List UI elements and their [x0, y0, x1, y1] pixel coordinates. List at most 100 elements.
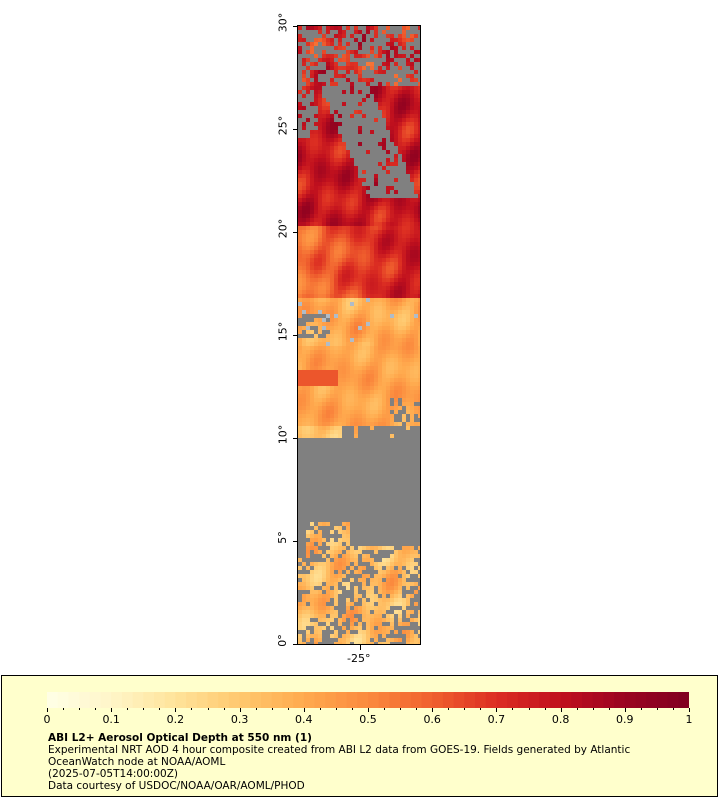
legend-credit: Data courtesy of USDOC/NOAA/OAR/AOML/PHO…: [48, 780, 305, 792]
lat-tick: [293, 541, 297, 542]
colorbar-minor-tick: [319, 708, 321, 710]
colorbar-segment: [432, 692, 444, 708]
colorbar-segment: [667, 692, 679, 708]
colorbar-segment: [624, 692, 637, 708]
colorbar-segment: [218, 692, 230, 708]
lat-label-30: 30°: [276, 12, 290, 33]
colorbar-segment: [635, 692, 647, 708]
aod-map-raster: [298, 26, 420, 644]
colorbar-segment: [549, 692, 562, 708]
colorbar-segment: [410, 692, 423, 708]
colorbar-segment: [239, 692, 251, 708]
legend-timestamp: (2025-07-05T14:00:00Z): [48, 768, 178, 780]
colorbar-segment: [368, 692, 380, 708]
colorbar-minor-tick: [335, 708, 337, 710]
lat-tick: [293, 26, 297, 27]
colorbar-segment: [132, 692, 144, 708]
colorbar-minor-tick: [416, 708, 418, 710]
colorbar-segment: [614, 692, 626, 708]
colorbar-segment: [507, 692, 519, 708]
colorbar-segment: [475, 692, 487, 708]
colorbar-major-tick: [47, 708, 48, 712]
colorbar-segment: [121, 692, 134, 708]
colorbar-minor-tick: [528, 708, 530, 710]
colorbar-minor-tick: [400, 708, 402, 710]
colorbar-major-tick: [303, 708, 305, 712]
colorbar-segment: [646, 692, 658, 708]
colorbar-segment: [656, 692, 669, 708]
colorbar-segment: [164, 692, 176, 708]
colorbar-minor-tick: [384, 708, 386, 710]
colorbar-segment: [47, 692, 59, 708]
colorbar-minor-tick: [351, 708, 353, 710]
colorbar-tick-label: 0: [43, 713, 51, 726]
colorbar-segment: [528, 692, 540, 708]
colorbar-segment: [571, 692, 583, 708]
colorbar-segment: [154, 692, 166, 708]
colorbar-segment: [79, 692, 91, 708]
colorbar-major-tick: [624, 708, 626, 712]
colorbar-minor-tick: [592, 708, 594, 710]
colorbar-segment: [303, 692, 316, 708]
colorbar-minor-tick: [480, 708, 482, 710]
colorbar-tick-label: 0.6: [423, 713, 441, 726]
colorbar-tick-label: 0.9: [616, 713, 634, 726]
lat-label-25: 25°: [276, 115, 290, 136]
colorbar-minor-tick: [127, 708, 129, 710]
lon-tick: [360, 645, 361, 650]
colorbar-segment: [100, 692, 112, 708]
colorbar-major-tick: [560, 708, 562, 712]
lat-tick: [293, 232, 297, 233]
colorbar-segment: [389, 692, 401, 708]
colorbar-segment: [207, 692, 219, 708]
colorbar-major-tick: [689, 708, 690, 712]
colorbar: [47, 692, 689, 708]
colorbar-segment: [293, 692, 305, 708]
colorbar-major-tick: [175, 708, 177, 712]
legend-description-2: OceanWatch node at NOAA/AOML: [48, 756, 226, 768]
colorbar-segment: [111, 692, 123, 708]
lat-tick: [293, 644, 297, 645]
colorbar-segment: [271, 692, 283, 708]
colorbar-segment: [335, 692, 348, 708]
colorbar-segment: [378, 692, 390, 708]
lat-label-15: 15°: [276, 321, 290, 342]
colorbar-tick-label: 1: [685, 713, 693, 726]
colorbar-segment: [228, 692, 241, 708]
colorbar-segment: [346, 692, 358, 708]
colorbar-minor-tick: [672, 708, 674, 710]
colorbar-segment: [582, 692, 594, 708]
colorbar-segment: [678, 692, 689, 708]
lat-label-5: 5°: [275, 531, 289, 544]
colorbar-tick-label: 0.5: [359, 713, 377, 726]
colorbar-minor-tick: [448, 708, 450, 710]
colorbar-segment: [68, 692, 80, 708]
colorbar-tick-label: 0.4: [295, 713, 313, 726]
colorbar-minor-tick: [544, 708, 546, 710]
colorbar-tick-label: 0.7: [487, 713, 506, 726]
lat-tick: [293, 335, 297, 336]
legend-text: ABI L2+ Aerosol Optical Depth at 550 nm …: [48, 732, 708, 792]
colorbar-segment: [400, 692, 412, 708]
colorbar-segment: [485, 692, 497, 708]
colorbar-segment: [560, 692, 572, 708]
colorbar-minor-tick: [656, 708, 658, 710]
colorbar-minor-tick: [63, 708, 65, 710]
colorbar-segment: [175, 692, 187, 708]
colorbar-segment: [261, 692, 273, 708]
colorbar-major-tick: [239, 708, 241, 712]
lat-label-10: 10°: [276, 424, 290, 445]
colorbar-minor-tick: [640, 708, 642, 710]
colorbar-segment: [421, 692, 433, 708]
colorbar-tick-label: 0.1: [102, 713, 120, 726]
lon-label-minus25: -25°: [347, 652, 371, 665]
colorbar-minor-tick: [255, 708, 257, 710]
colorbar-minor-tick: [143, 708, 145, 710]
colorbar-minor-tick: [576, 708, 578, 710]
colorbar-minor-tick: [79, 708, 81, 710]
colorbar-segment: [539, 692, 551, 708]
map-panel: [297, 25, 421, 645]
colorbar-segment: [603, 692, 615, 708]
colorbar-segment: [282, 692, 294, 708]
lat-label-20: 20°: [276, 218, 290, 239]
